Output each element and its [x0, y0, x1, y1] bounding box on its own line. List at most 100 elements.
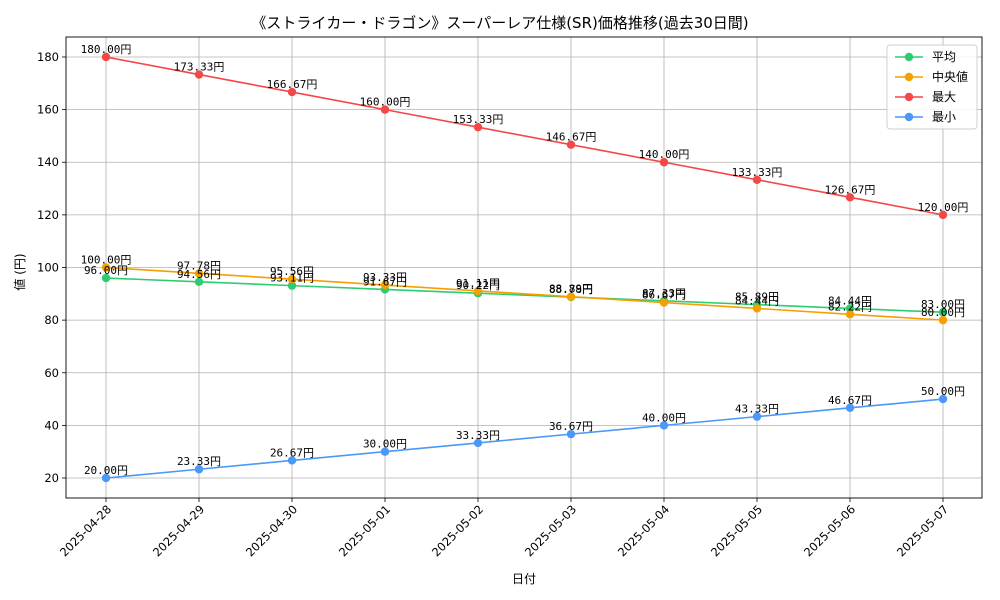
- data-label: 50.00円: [921, 385, 965, 398]
- data-label: 166.67円: [267, 78, 318, 91]
- x-tick-label: 2025-05-04: [615, 502, 672, 559]
- series-line: [105, 266, 944, 321]
- data-label: 88.78円: [549, 283, 593, 296]
- data-label: 26.67円: [270, 446, 314, 459]
- data-point: [938, 315, 948, 325]
- data-point: [194, 465, 204, 474]
- data-label: 87.33円: [642, 287, 686, 300]
- x-tick-label: 2025-05-02: [429, 502, 486, 559]
- y-tick-label: 60: [44, 366, 59, 380]
- data-point: [101, 273, 111, 283]
- data-point: [380, 105, 390, 114]
- data-label: 160.00円: [360, 96, 411, 109]
- data-label: 85.89円: [735, 291, 779, 304]
- legend-marker: [904, 72, 914, 82]
- legend-label: 中央値: [932, 69, 968, 84]
- data-point: [845, 403, 855, 413]
- data-point: [287, 281, 297, 290]
- data-point: [380, 280, 390, 290]
- data-point: [101, 473, 111, 483]
- data-point: [752, 175, 762, 184]
- y-tick-label: 80: [44, 313, 59, 327]
- series-line: [105, 277, 944, 314]
- data-point: [752, 412, 762, 421]
- legend-label: 最大: [932, 90, 956, 104]
- data-label: 91.67円: [363, 275, 407, 288]
- y-tick-label: 20: [44, 471, 59, 485]
- data-point: [566, 140, 576, 149]
- legend-marker: [904, 112, 914, 122]
- y-tick-label: 160: [37, 103, 59, 117]
- data-point: [845, 310, 855, 319]
- data-point: [473, 438, 483, 448]
- grid-lines: [66, 37, 982, 498]
- data-point: [287, 456, 297, 465]
- data-label: 153.33円: [453, 113, 504, 126]
- data-point: [566, 292, 576, 301]
- data-label: 140.00円: [639, 148, 690, 161]
- data-label: 83.00円: [921, 298, 965, 311]
- data-point: [473, 122, 483, 132]
- y-tick-label: 100: [37, 261, 59, 275]
- data-point: [194, 70, 204, 79]
- data-label: 90.22円: [456, 279, 500, 292]
- series-layer: [101, 52, 948, 483]
- data-label: 36.67円: [549, 420, 593, 433]
- x-axis-label: 日付: [512, 572, 536, 586]
- y-tick-label: 180: [37, 50, 59, 64]
- data-label: 93.11円: [270, 272, 314, 285]
- x-tick-label: 2025-04-28: [57, 502, 114, 559]
- x-tick-label: 2025-04-29: [150, 502, 207, 559]
- series-line: [105, 56, 944, 216]
- x-tick-label: 2025-05-01: [336, 502, 393, 559]
- data-label: 40.00円: [642, 411, 686, 424]
- data-label: 46.67円: [828, 394, 872, 407]
- x-tick-label: 2025-05-07: [894, 502, 951, 559]
- data-point: [287, 274, 297, 284]
- legend-marker: [904, 52, 914, 62]
- data-label: 96.00円: [84, 264, 128, 277]
- x-tick-label: 2025-05-06: [801, 502, 858, 559]
- data-point: [566, 429, 576, 439]
- y-tick-label: 40: [44, 418, 59, 432]
- chart-title: 《ストライカー・ドラゴン》スーパーレア仕様(SR)価格推移(過去30日間): [251, 14, 748, 32]
- data-point: [659, 421, 669, 430]
- series-line: [105, 398, 944, 479]
- data-label: 84.44円: [828, 294, 872, 307]
- x-tick-label: 2025-04-30: [243, 502, 300, 559]
- data-point: [194, 269, 204, 278]
- data-point: [659, 158, 669, 167]
- data-label: 97.78円: [177, 259, 221, 272]
- data-label: 93.33円: [363, 271, 407, 284]
- y-axis-label: 値 (円): [12, 253, 27, 290]
- legend-label: 最小: [932, 110, 956, 124]
- x-tick-label: 2025-05-05: [708, 502, 765, 559]
- data-point: [938, 394, 948, 404]
- data-point: [938, 308, 948, 317]
- data-label: 30.00円: [363, 438, 407, 451]
- data-point: [752, 304, 762, 313]
- point-labels: 96.00円 94.56円 93.11円 91.67円 90.22円 88.78円 87.3…: [81, 43, 969, 477]
- data-label: 100.00円: [81, 254, 132, 267]
- plot-frame: [65, 36, 983, 499]
- data-label: 80.00円: [921, 306, 965, 319]
- data-label: 95.56円: [270, 265, 314, 278]
- data-point: [194, 277, 204, 287]
- legend-box: [886, 44, 978, 130]
- data-label: 88.89円: [549, 283, 593, 296]
- data-label: 173.33円: [174, 61, 225, 74]
- data-label: 43.33円: [735, 403, 779, 416]
- data-label: 86.67円: [642, 289, 686, 302]
- data-label: 23.33円: [177, 455, 221, 468]
- data-label: 82.22円: [828, 300, 872, 313]
- data-label: 146.67円: [546, 131, 597, 144]
- data-point: [938, 210, 948, 220]
- legend-label: 平均: [932, 50, 956, 64]
- data-label: 94.56円: [177, 268, 221, 281]
- data-label: 180.00円: [81, 43, 132, 56]
- legend-marker: [904, 92, 914, 102]
- data-point: [101, 52, 111, 62]
